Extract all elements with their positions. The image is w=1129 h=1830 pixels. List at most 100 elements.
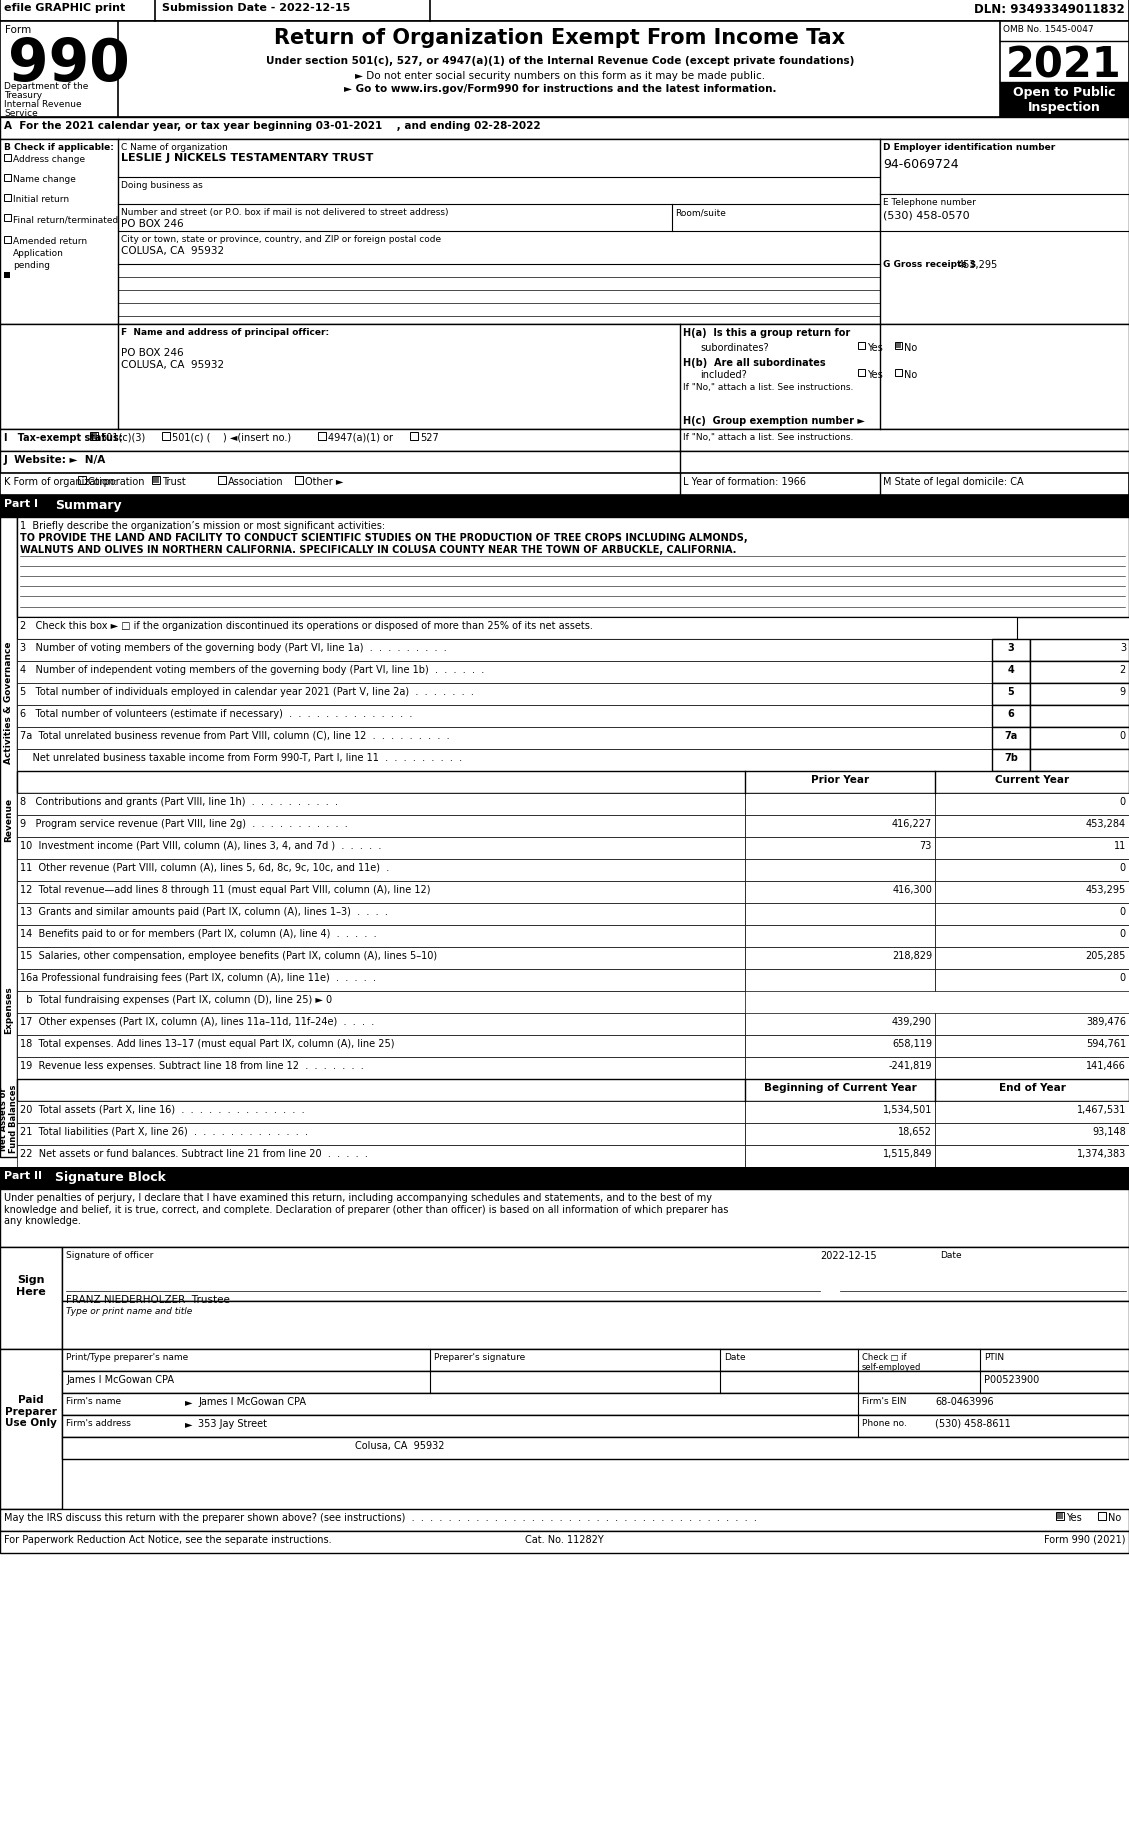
Bar	[745, 860, 935, 882]
Bar	[0, 324, 1129, 430]
Text: 4   Number of independent voting members of the governing body (Part VI, line 1b: 4 Number of independent voting members o…	[20, 664, 484, 675]
Text: WALNUTS AND OLIVES IN NORTHERN CALIFORNIA. SPECIFICALLY IN COLUSA COUNTY NEAR TH: WALNUTS AND OLIVES IN NORTHERN CALIFORNI…	[20, 545, 736, 554]
Bar	[0, 518, 17, 1157]
Text: 7a: 7a	[1005, 730, 1017, 741]
Text: 94-6069724: 94-6069724	[883, 157, 959, 170]
Bar	[17, 1014, 745, 1036]
Bar	[992, 706, 1030, 728]
Bar	[5, 273, 10, 278]
Text: Activities & Governance: Activities & Governance	[5, 640, 14, 763]
Text: Service: Service	[5, 110, 37, 117]
Text: Trust: Trust	[161, 478, 186, 487]
Bar	[5, 176, 11, 181]
Bar	[745, 1036, 935, 1058]
Text: 218,829: 218,829	[892, 950, 933, 961]
Text: No: No	[904, 342, 917, 353]
Text: Check □ if
self-employed: Check □ if self-employed	[863, 1352, 921, 1372]
Text: Signature Block: Signature Block	[55, 1171, 166, 1184]
Text: Internal Revenue: Internal Revenue	[5, 101, 81, 110]
Bar	[745, 904, 935, 926]
Text: 990: 990	[8, 37, 130, 93]
Bar	[935, 860, 1129, 882]
Text: 14  Benefits paid to or for members (Part IX, column (A), line 4)  .  .  .  .  .: 14 Benefits paid to or for members (Part…	[20, 928, 377, 939]
Text: 5: 5	[1007, 686, 1014, 697]
Bar	[17, 662, 992, 684]
Bar	[17, 518, 1129, 619]
Text: Initial return: Initial return	[14, 194, 69, 203]
Text: 416,300: 416,300	[892, 884, 933, 895]
Text: 9: 9	[1120, 686, 1126, 697]
Bar	[858, 342, 865, 350]
Text: ► Go to www.irs.gov/Form990 for instructions and the latest information.: ► Go to www.irs.gov/Form990 for instruct…	[343, 84, 777, 93]
Bar	[935, 904, 1129, 926]
Text: H(c)  Group exemption number ►: H(c) Group exemption number ►	[683, 415, 865, 426]
Text: Firm's EIN: Firm's EIN	[863, 1396, 907, 1405]
Text: Address change: Address change	[14, 156, 85, 165]
Bar	[17, 1146, 745, 1168]
Text: If "No," attach a list. See instructions.: If "No," attach a list. See instructions…	[683, 432, 854, 441]
Bar	[5, 194, 11, 201]
Bar	[1099, 1512, 1106, 1521]
Text: 4: 4	[1007, 664, 1014, 675]
Bar	[0, 452, 1129, 474]
Text: 13  Grants and similar amounts paid (Part IX, column (A), lines 1–3)  .  .  .  .: 13 Grants and similar amounts paid (Part…	[20, 906, 388, 917]
Bar	[896, 344, 901, 350]
Bar	[318, 432, 326, 441]
Text: For Paperwork Reduction Act Notice, see the separate instructions.: For Paperwork Reduction Act Notice, see …	[5, 1534, 332, 1545]
Text: Sign
Here: Sign Here	[16, 1274, 46, 1296]
Bar	[62, 1301, 1129, 1349]
Bar	[935, 926, 1129, 948]
Text: 0: 0	[1120, 730, 1126, 741]
Bar	[17, 1058, 745, 1080]
Bar	[17, 772, 1129, 794]
Bar	[17, 794, 745, 816]
Text: Corporation: Corporation	[88, 478, 146, 487]
Text: Yes: Yes	[1066, 1512, 1082, 1523]
Text: Paid
Preparer
Use Only: Paid Preparer Use Only	[5, 1394, 56, 1427]
Text: 2022-12-15: 2022-12-15	[820, 1250, 876, 1261]
Text: Summary: Summary	[55, 500, 122, 512]
Text: F  Name and address of principal officer:: F Name and address of principal officer:	[121, 328, 330, 337]
Bar	[745, 1014, 935, 1036]
Bar	[161, 432, 170, 441]
Text: 2021: 2021	[1006, 44, 1122, 86]
Bar	[992, 640, 1030, 662]
Text: Cat. No. 11282Y: Cat. No. 11282Y	[525, 1534, 603, 1545]
Text: Colusa, CA  95932: Colusa, CA 95932	[356, 1440, 445, 1449]
Bar	[90, 432, 98, 441]
Text: Date: Date	[724, 1352, 745, 1362]
Bar	[0, 22, 1129, 117]
Text: ► Do not enter social security numbers on this form as it may be made public.: ► Do not enter social security numbers o…	[355, 71, 765, 81]
Bar	[17, 1080, 1129, 1102]
Bar	[895, 342, 902, 350]
Bar	[935, 882, 1129, 904]
Text: Prior Year: Prior Year	[811, 774, 869, 785]
Text: 205,285: 205,285	[1086, 950, 1126, 961]
Text: 3: 3	[1120, 642, 1126, 653]
Text: 18,652: 18,652	[898, 1127, 933, 1136]
Text: 1  Briefly describe the organization’s mission or most significant activities:: 1 Briefly describe the organization’s mi…	[20, 522, 385, 531]
Bar	[0, 496, 1129, 518]
Bar	[935, 948, 1129, 970]
Text: 73: 73	[920, 840, 933, 851]
Bar	[1030, 728, 1129, 750]
Text: 527: 527	[420, 432, 439, 443]
Bar	[62, 1415, 1129, 1437]
Bar	[62, 1349, 1129, 1371]
Bar	[745, 1102, 935, 1124]
Text: 5   Total number of individuals employed in calendar year 2021 (Part V, line 2a): 5 Total number of individuals employed i…	[20, 686, 474, 697]
Text: 0: 0	[1120, 972, 1126, 983]
Text: City or town, state or province, country, and ZIP or foreign postal code: City or town, state or province, country…	[121, 234, 441, 243]
Text: 353 Jay Street: 353 Jay Street	[198, 1418, 266, 1427]
Text: C Name of organization: C Name of organization	[121, 143, 228, 152]
Text: Yes: Yes	[867, 342, 883, 353]
Bar	[745, 1124, 935, 1146]
Text: 389,476: 389,476	[1086, 1016, 1126, 1027]
Bar	[745, 882, 935, 904]
Text: 1,515,849: 1,515,849	[883, 1149, 933, 1158]
Bar	[858, 370, 865, 377]
Bar	[0, 117, 1129, 139]
Text: 68-0463996: 68-0463996	[935, 1396, 994, 1405]
Text: Room/suite: Room/suite	[675, 209, 726, 218]
Text: PTIN: PTIN	[984, 1352, 1004, 1362]
